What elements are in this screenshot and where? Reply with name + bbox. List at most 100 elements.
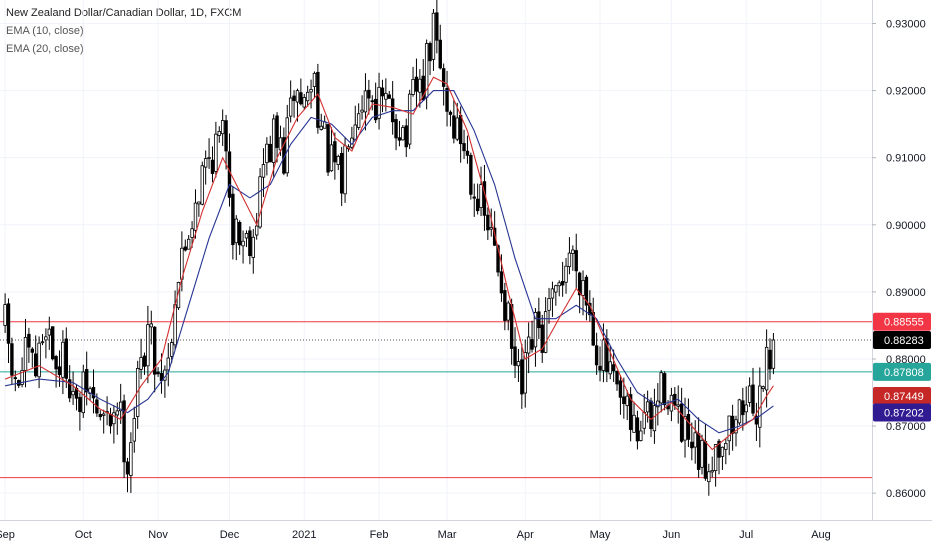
candle-body [44,336,48,341]
candle-body [724,443,728,450]
candle-body [696,433,701,470]
x-tick-label: Oct [75,529,92,541]
candle-body [248,230,252,257]
candle-body [496,245,500,273]
ema10-legend: EMA (10, close) [6,25,84,37]
candle-body [377,86,381,119]
candle-body [316,71,320,128]
candle-body [489,227,493,230]
candle-body [479,184,483,208]
candle-body [336,155,340,165]
y-tick-label: 0.89000 [886,287,926,299]
y-tick-label: 0.93000 [886,18,926,30]
candle-body [61,341,65,378]
candle-body [343,145,347,195]
candle-body [142,355,147,367]
candle-body [503,290,507,321]
candle-body [768,349,772,370]
candle-body [224,120,228,152]
x-tick-label: Dec [220,529,240,541]
x-tick-label: Mar [438,529,457,541]
candle-body [642,412,646,429]
candle-body [353,124,357,141]
candle-body [122,400,126,463]
price-tag-bg [873,330,931,349]
candle-body [88,388,92,394]
ema10-line [4,76,774,451]
candle-body [547,298,551,311]
candle-body [367,89,371,99]
candle-body [537,311,541,329]
candle-body [754,415,759,425]
candle-body [622,396,626,405]
candle-body [197,201,201,205]
candle-body [231,193,235,246]
y-tick-label: 0.91000 [886,153,926,165]
candle-body [720,446,725,457]
candle-body [492,227,497,246]
candle-body [421,75,425,101]
candle-body [469,154,473,195]
candles [3,0,776,496]
symbol-title: New Zealand Dollar/Canadian Dollar, 1D, … [6,7,242,19]
candle-body [319,125,323,130]
candle-body [84,369,89,393]
ema20-legend: EMA (20, close) [6,43,84,55]
candle-body [149,323,153,328]
x-tick-label: 2021 [292,529,316,541]
candle-body [414,76,419,92]
candle-body [234,218,238,244]
candle-body [91,387,96,399]
candle-body [713,444,718,472]
candle-body [486,214,490,231]
candle-body [445,87,449,112]
candle-body [649,400,653,430]
candle-body [557,282,561,287]
candle-body [333,141,337,163]
candle-body [526,336,531,354]
candle-body [251,236,255,258]
candle-body [564,265,568,283]
candle-body [71,390,75,396]
candle-body [3,304,7,326]
candle-body [384,92,388,100]
candle-body [112,412,116,425]
candle-body [632,414,636,433]
candle-body [737,399,742,424]
candle-body [30,348,34,353]
candle-body [387,94,391,99]
candle-body [764,346,769,391]
candle-body [635,417,640,442]
candle-body [448,111,453,115]
y-tick-label: 0.86000 [886,488,926,500]
candle-body [455,117,459,140]
candle-body [523,352,527,394]
candle-body [516,361,521,367]
candle-body [747,385,752,403]
candle-body [268,143,272,163]
candle-body [690,441,694,449]
candle-body [152,326,157,375]
candle-body [751,384,755,414]
y-tick-label: 0.87000 [886,421,926,433]
candle-body [13,377,17,380]
candle-body [33,353,38,377]
x-tick-label: Nov [148,529,168,541]
candle-body [299,92,303,105]
price-tag-label: 0.88555 [884,317,924,329]
candle-body [676,404,680,407]
candle-body [540,324,544,353]
candle-body [360,109,364,113]
x-tick-label: Jun [663,529,681,541]
candle-body [598,365,602,371]
candle-body [186,238,191,250]
price-tags: 0.88555 0.88283 0.87808 0.87449 0.87202 [873,312,931,422]
candle-body [54,356,58,370]
price-tag-label: 0.87808 [884,367,924,379]
candle-body [40,341,45,344]
candle-body [258,176,262,228]
candle-body [693,432,697,448]
candle-body [132,418,136,442]
candle-body [20,369,24,385]
